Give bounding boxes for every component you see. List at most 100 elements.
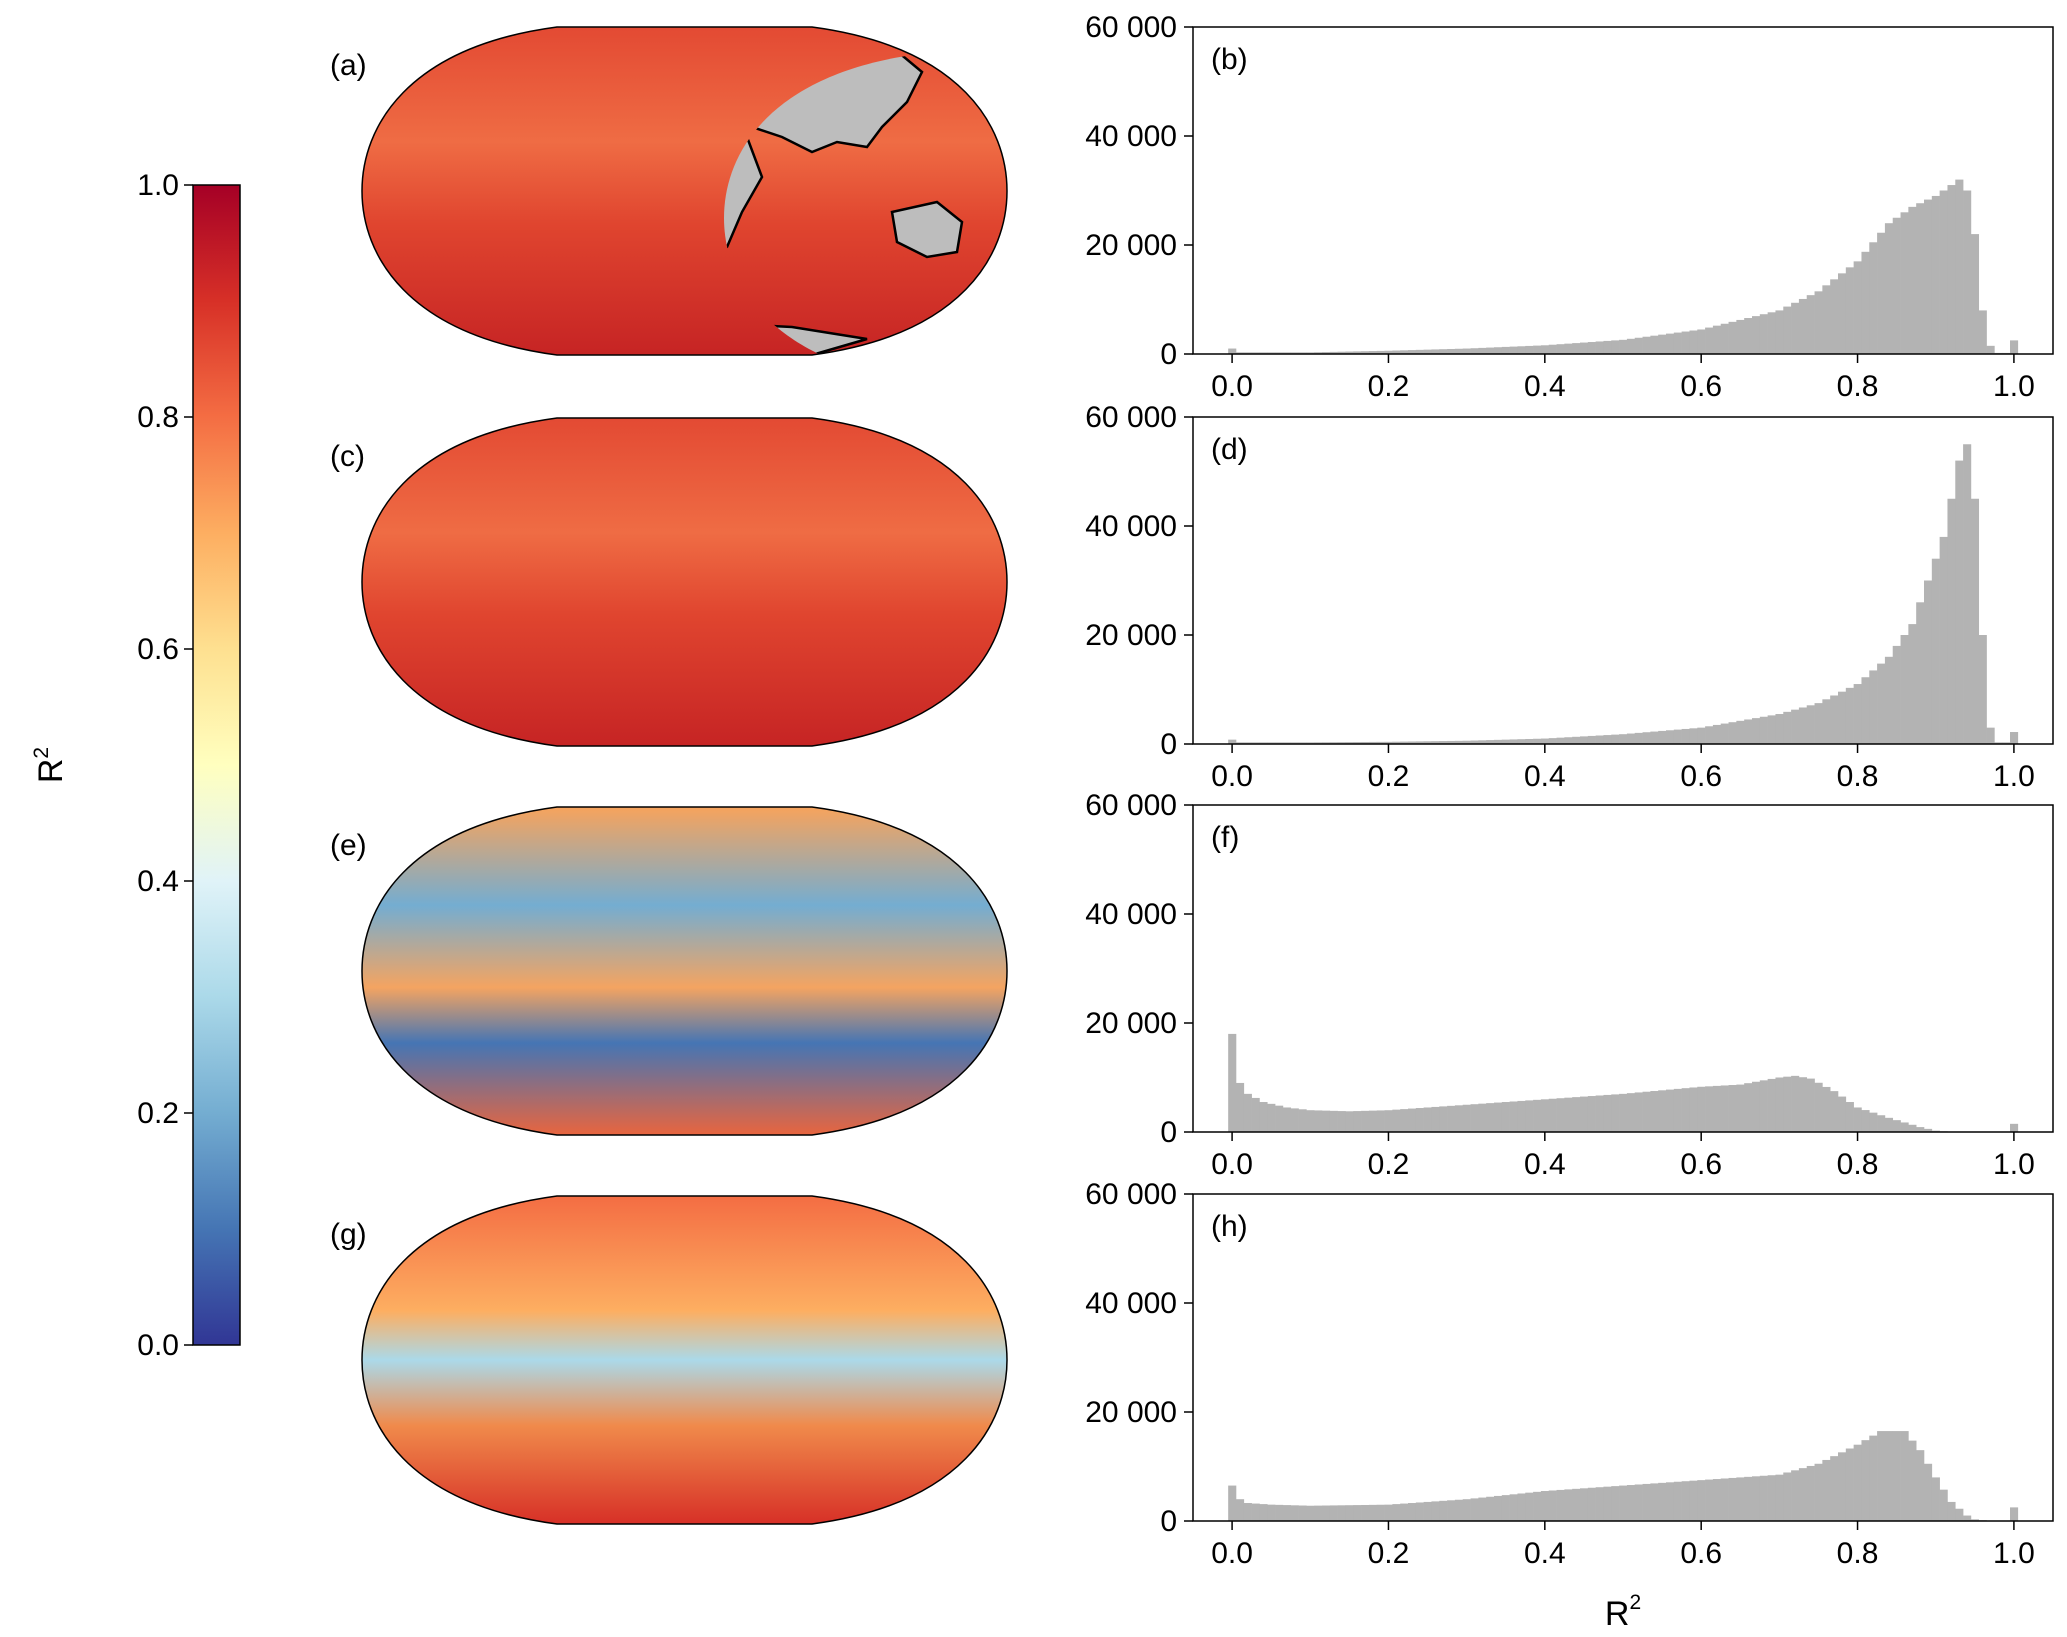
- histogram-bar: [1806, 705, 1815, 744]
- histogram-bar: [1384, 1110, 1393, 1132]
- histogram-bar: [1314, 1505, 1323, 1521]
- histogram-frame: [1192, 26, 2054, 355]
- histogram-bar: [1877, 232, 1886, 354]
- histogram-bar: [1533, 1491, 1542, 1521]
- histogram-bar: [1642, 336, 1651, 354]
- histogram-bar: [1798, 707, 1808, 744]
- histogram-bar: [1908, 1124, 1917, 1132]
- map-ocean: [362, 1196, 1007, 1524]
- histogram-bar: [1314, 742, 1323, 744]
- histogram-bar: [1423, 349, 1432, 354]
- histogram-bar: [1775, 714, 1784, 744]
- histogram-bar: [1775, 1077, 1784, 1132]
- colorbar-tick-label: 1.0: [137, 169, 179, 202]
- histogram-bar: [1861, 1440, 1870, 1521]
- histogram-bar: [1916, 602, 1925, 744]
- histogram-bar: [1501, 1495, 1510, 1521]
- histogram-bar: [1838, 1452, 1847, 1521]
- histogram-bar: [1415, 349, 1424, 354]
- histogram-bar: [1845, 1102, 1854, 1132]
- histogram-bar: [1228, 739, 1237, 744]
- histogram-bar: [1243, 1093, 1252, 1132]
- histogram-bar: [1916, 1127, 1925, 1132]
- histogram-bar: [1603, 1094, 1612, 1132]
- histogram-bars: [1228, 1431, 2019, 1521]
- histogram-bar: [1689, 330, 1698, 354]
- histogram-bar: [1712, 1085, 1722, 1132]
- maps: (a) (c) (e) (g): [330, 26, 1008, 1525]
- histogram-bar: [1376, 350, 1385, 354]
- histogram-bar: [1705, 1086, 1714, 1132]
- histogram-bar: [1689, 728, 1698, 744]
- histogram-bar: [1978, 635, 1987, 744]
- histogram-bar: [1400, 741, 1409, 744]
- histogram-bar: [1853, 261, 1862, 354]
- histogram-bar: [1666, 1089, 1675, 1132]
- histogram-bar: [1744, 318, 1753, 354]
- histogram-bar: [1478, 347, 1487, 354]
- x-tick-label: 1.0: [1993, 760, 2035, 793]
- map-land: [890, 200, 964, 259]
- histogram-bar: [1759, 314, 1768, 354]
- y-tick-label: 20 000: [1085, 229, 1177, 262]
- histogram-bar: [1736, 720, 1745, 744]
- histogram-bar: [1626, 1485, 1636, 1521]
- histogram-bar: [1986, 727, 1995, 744]
- colorbar-tick-label: 0.6: [137, 633, 179, 666]
- histogram-bar: [1712, 724, 1722, 744]
- histogram-bar: [1314, 352, 1323, 354]
- histogram-bar: [1939, 190, 1948, 354]
- y-tick-label: 40 000: [1085, 120, 1177, 153]
- histogram-bar: [1368, 351, 1378, 354]
- histogram-bar: [1298, 1109, 1307, 1132]
- histogram-bar: [1603, 340, 1612, 354]
- histogram-bar: [1486, 1103, 1495, 1132]
- histogram-bar: [1908, 1440, 1917, 1521]
- histogram-bar: [1900, 1431, 1909, 1521]
- histogram-bar: [1580, 1488, 1589, 1521]
- y-tick-label: 60 000: [1085, 1178, 1177, 1211]
- histogram-bar: [1400, 350, 1409, 354]
- histogram-bar: [1494, 347, 1503, 354]
- histogram-bar: [1955, 460, 1964, 744]
- x-tick-label: 0.8: [1837, 760, 1879, 793]
- histogram-bar: [1517, 346, 1526, 354]
- x-tick-label: 0.6: [1680, 1148, 1722, 1181]
- histogram-bar: [1368, 1504, 1378, 1521]
- histogram-bar: [1408, 741, 1417, 744]
- histogram-bar: [1236, 1082, 1245, 1132]
- histogram-bar: [1243, 1503, 1252, 1521]
- histogram-bar: [1408, 1503, 1417, 1521]
- histogram-bar: [1838, 691, 1847, 744]
- histogram-bar: [1877, 1431, 1886, 1521]
- histogram-bar: [1916, 203, 1925, 354]
- histogram-bar: [1759, 1475, 1768, 1521]
- histogram-bar: [1361, 741, 1370, 744]
- histogram-bar: [1329, 742, 1338, 744]
- histogram-bar: [2010, 732, 2019, 744]
- colorbar-tick-label: 0.8: [137, 401, 179, 434]
- histogram-bar: [1838, 1096, 1847, 1132]
- histogram-bar: [1392, 350, 1401, 354]
- histogram-bar: [1329, 351, 1338, 354]
- histogram-bar: [1439, 349, 1448, 354]
- map-ocean: [362, 418, 1007, 746]
- histogram-bar: [1368, 1110, 1378, 1132]
- histogram-bar: [1673, 332, 1682, 354]
- histogram-bar: [1470, 1498, 1479, 1521]
- histogram-bar: [1454, 740, 1464, 744]
- histogram-bar: [1478, 1103, 1487, 1132]
- histogram-bar: [1939, 1489, 1948, 1521]
- x-tick-label: 0.6: [1680, 1537, 1722, 1570]
- histogram-bar: [1650, 731, 1659, 744]
- histogram-bar: [1228, 348, 1237, 354]
- histogram-bar: [1712, 325, 1722, 354]
- histogram-bar: [1361, 1110, 1370, 1132]
- histogram-bar: [1353, 351, 1362, 354]
- map-ocean: [362, 807, 1007, 1135]
- histogram-bar: [1720, 323, 1729, 354]
- colorbar-ticks: 0.0 0.2 0.4 0.6 0.8 1.0: [137, 169, 193, 1362]
- histogram-bar: [1525, 1492, 1534, 1521]
- histogram-bar: [1415, 741, 1424, 744]
- histogram-bar: [1884, 1117, 1894, 1132]
